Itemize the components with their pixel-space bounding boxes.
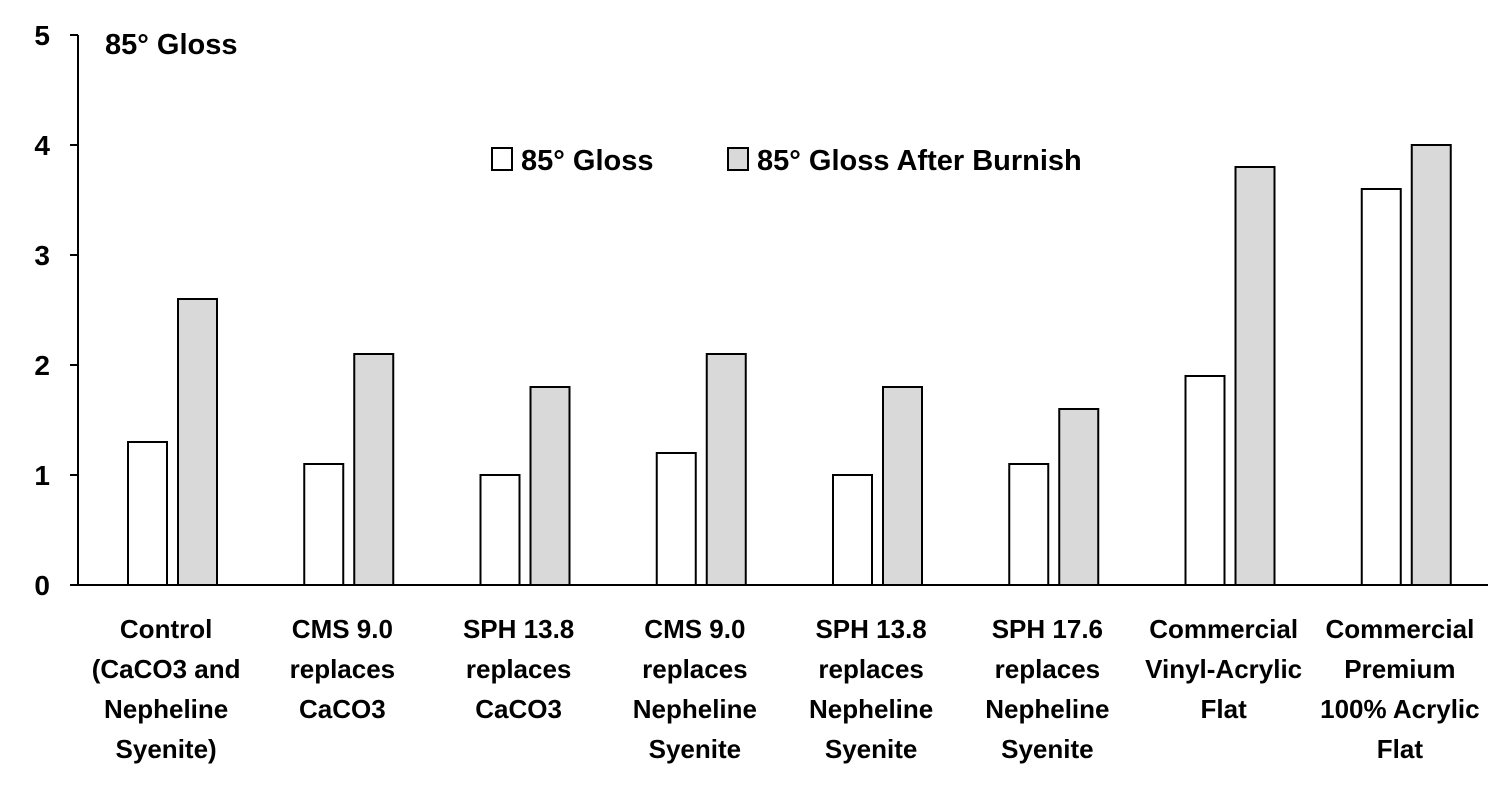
category-label-line: 100% Acrylic (1320, 694, 1479, 724)
category-label-line: Vinyl-Acrylic (1145, 654, 1302, 684)
category-label: SPH 17.6 replaces Nepheline Syenite (985, 614, 1109, 764)
category-label-line: Syenite (1001, 734, 1094, 764)
y-tick-label: 5 (34, 20, 50, 51)
bar-series1-cat8 (1360, 188, 1402, 586)
category-label-line: Flat (1201, 694, 1248, 724)
category-label: Commercial Vinyl-Acrylic Flat (1145, 614, 1302, 724)
bar-series1-cat7 (1184, 375, 1226, 586)
category-label: Control (CaCO3 and Nepheline Syenite) (92, 614, 241, 764)
category-label-line: CMS 9.0 (292, 614, 393, 644)
category-label-line: replaces (466, 654, 572, 684)
category-label-line: CaCO3 (475, 694, 562, 724)
category-label-line: Syenite) (116, 734, 217, 764)
bar-series1-cat6 (1008, 463, 1050, 586)
bar-series2-cat5 (882, 386, 923, 586)
bar-series1-cat3 (479, 474, 521, 586)
category-label-line: (CaCO3 and (92, 654, 241, 684)
category-label-line: Nepheline (809, 694, 933, 724)
bars (127, 144, 1452, 586)
chart-title: 85° Gloss (105, 29, 238, 61)
y-tick-label: 3 (34, 240, 50, 271)
category-label-line: Commercial (1149, 614, 1298, 644)
category-label-line: Premium (1344, 654, 1455, 684)
category-label-line: Control (120, 614, 212, 644)
category-label-line: Flat (1377, 734, 1424, 764)
y-tick-label: 0 (34, 570, 50, 601)
legend-swatch-series1 (491, 147, 513, 171)
category-label-line: SPH 13.8 (463, 614, 574, 644)
y-tick-label: 2 (34, 350, 50, 381)
bar-series2-cat8 (1410, 144, 1452, 586)
category-label: SPH 13.8 replaces CaCO3 (463, 614, 574, 724)
category-label: CMS 9.0 replaces CaCO3 (290, 614, 396, 724)
category-label-line: replaces (642, 654, 748, 684)
y-tick-label: 1 (34, 460, 50, 491)
category-label-line: SPH 13.8 (815, 614, 926, 644)
y-tick-label: 4 (34, 130, 50, 161)
category-labels: Control (CaCO3 and Nepheline Syenite) CMS 9.… (92, 614, 1480, 764)
bar-series1-cat4 (655, 452, 697, 586)
category-label-line: Nepheline (633, 694, 757, 724)
category-label-line: replaces (995, 654, 1101, 684)
category-label-line: Syenite (825, 734, 918, 764)
bar-series1-cat5 (832, 474, 873, 586)
category-label-line: Commercial (1325, 614, 1474, 644)
category-label: SPH 13.8 replaces Nepheline Syenite (809, 614, 933, 764)
category-label: CMS 9.0 replaces Nepheline Syenite (633, 614, 757, 764)
category-label-line: Nepheline (985, 694, 1109, 724)
category-label-line: CaCO3 (299, 694, 386, 724)
legend: 85° Gloss 85° Gloss After Burnish (491, 145, 1082, 177)
legend-label-series2: 85° Gloss After Burnish (757, 145, 1082, 177)
category-label-line: SPH 17.6 (992, 614, 1103, 644)
category-label-line: replaces (818, 654, 924, 684)
bar-series1-cat2 (303, 463, 345, 586)
bar-series2-cat4 (705, 353, 747, 586)
category-label-line: replaces (290, 654, 396, 684)
legend-label-series1: 85° Gloss (521, 145, 654, 177)
bar-series2-cat3 (529, 386, 571, 586)
category-label: Commercial Premium 100% Acrylic Flat (1320, 614, 1479, 764)
bar-series2-cat7 (1234, 166, 1276, 586)
bar-series2-cat1 (177, 298, 218, 586)
bar-series2-cat2 (353, 353, 395, 586)
bar-series2-cat6 (1058, 408, 1100, 586)
category-label-line: Syenite (649, 734, 742, 764)
category-label-line: Nepheline (104, 694, 228, 724)
bar-series1-cat1 (127, 441, 168, 586)
category-label-line: CMS 9.0 (644, 614, 745, 644)
legend-swatch-series2 (727, 147, 749, 171)
